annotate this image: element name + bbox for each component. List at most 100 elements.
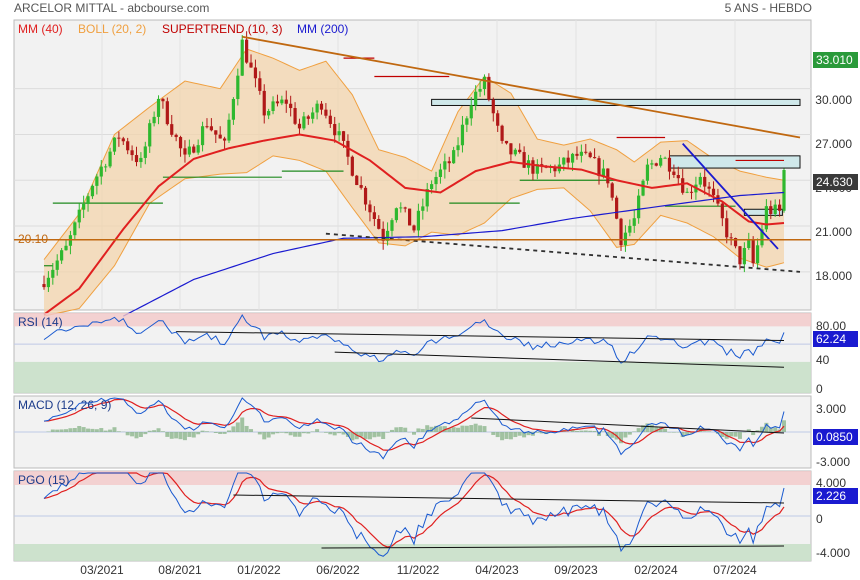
candle-body: [478, 89, 482, 92]
indicator-line: [43, 314, 785, 364]
macd-histogram-bar: [412, 432, 416, 435]
candle-body: [324, 109, 328, 116]
macd-histogram-bar: [751, 432, 756, 436]
macd-histogram-bar: [579, 430, 584, 432]
candle-body: [628, 225, 632, 233]
macd-histogram-bar: [222, 432, 227, 434]
price-tick-21: 21.000: [815, 225, 852, 239]
macd-histogram-bar: [385, 432, 390, 433]
chart-period: 5 ANS - HEBDO: [725, 1, 812, 15]
bollinger-upper: [43, 48, 785, 260]
macd-histogram-bar: [244, 425, 249, 432]
candle-body: [196, 145, 200, 153]
candle-body: [183, 148, 187, 155]
macd-histogram-bar: [86, 428, 91, 432]
macd-histogram-bar: [204, 431, 209, 432]
candle-body: [178, 137, 183, 149]
macd-histogram-bar: [64, 429, 69, 432]
macd-histogram-bar: [755, 430, 760, 432]
macd-histogram-bar: [147, 430, 152, 432]
macd-histogram-bar: [658, 427, 663, 432]
last-price-label: 24.630: [816, 175, 853, 189]
macd-histogram-bar: [72, 428, 77, 432]
candle-body: [394, 208, 398, 221]
candle-body: [447, 161, 451, 164]
macd-histogram-bar: [213, 432, 218, 433]
candle-body: [117, 137, 121, 139]
price-legend: MM (40) BOLL (20, 2) SUPERTREND (10, 3) …: [18, 22, 348, 36]
candle-body: [535, 164, 539, 174]
candle-body: [99, 166, 103, 177]
macd-histogram-bar: [685, 432, 690, 436]
candle-body: [280, 99, 284, 104]
candle-body: [205, 126, 209, 128]
candle-body: [676, 175, 680, 179]
candle-body: [333, 124, 337, 136]
price-axis: 30.000 27.000 24.000 21.000 18.000 33.01…: [18, 52, 858, 283]
candle-body: [407, 208, 412, 226]
candle-body: [121, 138, 125, 142]
candle-body: [328, 115, 332, 125]
candle-body: [641, 180, 645, 196]
candle-body: [711, 188, 716, 196]
candle-body: [60, 250, 64, 261]
resistance-zone: [431, 98, 801, 106]
candle-body: [218, 134, 222, 139]
macd-histogram-bar: [59, 429, 64, 432]
candle-body: [689, 191, 694, 193]
candle-body: [663, 157, 667, 159]
macd-histogram-bar: [130, 432, 135, 437]
candle-body: [584, 151, 588, 153]
macd-value-label: 0.0850: [816, 430, 853, 444]
pgo-axis: 4.000 0 -4.000 2.226: [813, 476, 858, 560]
mm200-line: [123, 191, 785, 317]
macd-histogram-bar: [768, 427, 773, 432]
macd-histogram-bar: [367, 432, 372, 440]
pgo-tick-m4: -4.000: [816, 546, 850, 560]
macd-histogram-bar: [112, 427, 117, 432]
macd-histogram-bar: [535, 432, 540, 433]
macd-histogram-bar: [416, 428, 421, 432]
candle-body: [430, 184, 434, 190]
macd-histogram-bar: [337, 432, 342, 434]
macd-histogram-bar: [389, 429, 394, 432]
candle-body: [337, 131, 341, 136]
candle-body: [606, 168, 610, 184]
pgo-value-label: 2.226: [816, 489, 846, 503]
macd-histogram-bar: [592, 430, 597, 432]
candle-body: [434, 176, 438, 185]
candle-body: [504, 140, 509, 144]
candle-body: [130, 150, 134, 156]
pgo-tick-0: 0: [816, 512, 823, 526]
candle-body: [601, 168, 606, 177]
price-tick-18: 18.000: [815, 269, 852, 283]
macd-histogram-bar: [610, 432, 615, 438]
mm40-line: [43, 133, 785, 316]
candle-body: [588, 152, 592, 158]
macd-histogram-bar: [359, 432, 364, 437]
candle-body: [148, 123, 152, 147]
candle-body: [650, 163, 654, 165]
candle-body: [632, 218, 636, 226]
macd-histogram-bar: [174, 432, 179, 439]
macd-histogram-bar: [372, 432, 377, 438]
candle-body: [452, 150, 456, 164]
rsi-tick-80: 80.00: [816, 319, 846, 333]
candle-body: [341, 131, 346, 141]
pgo-title: PGO (15): [18, 473, 69, 487]
candle-body: [399, 207, 403, 209]
candle-body: [777, 204, 782, 211]
macd-histogram-bar: [729, 432, 734, 437]
macd-histogram-bar: [663, 428, 668, 432]
macd-histogram-bar: [394, 427, 399, 432]
indicator-trendline: [321, 545, 785, 549]
oversold-zone: [14, 361, 811, 393]
macd-title: MACD (12, 26, 9): [18, 398, 111, 412]
candle-body: [742, 248, 746, 265]
candle-body: [368, 204, 372, 213]
date-tick: 11/2022: [397, 563, 440, 577]
macd-histogram-bar: [513, 432, 518, 438]
candle-body: [707, 186, 711, 189]
candle-body: [747, 240, 751, 249]
candle-body: [720, 203, 724, 219]
